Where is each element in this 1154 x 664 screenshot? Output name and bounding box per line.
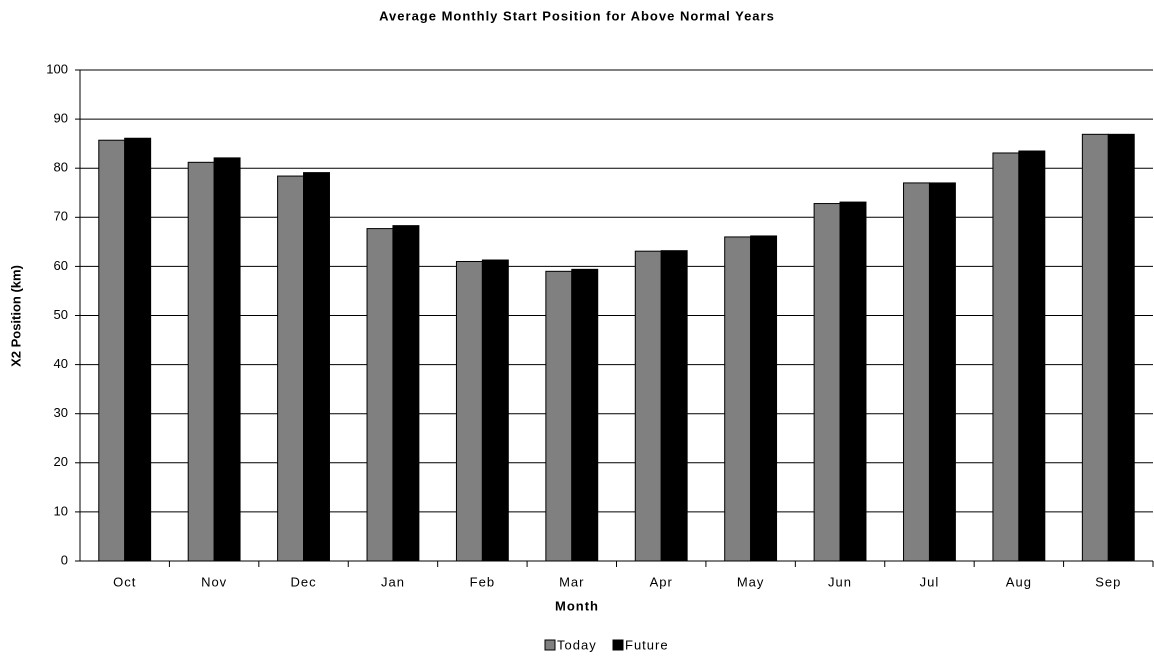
y-tick-label: 90 [54, 111, 68, 126]
x-tick-label: Oct [113, 574, 136, 589]
bar [1107, 133, 1135, 562]
y-tick-label: 60 [54, 258, 68, 273]
x-tick-label: May [737, 574, 765, 589]
x-tick-label: Feb [470, 574, 495, 589]
bar [928, 182, 956, 562]
bar [724, 236, 752, 562]
legend-swatch [612, 639, 624, 651]
x-axis-label: Month [555, 598, 599, 613]
x-tick-label: Nov [201, 574, 227, 589]
bar [481, 259, 509, 562]
bar [903, 182, 930, 562]
x-tick-label: Jul [920, 574, 940, 589]
x-tick-label: Jan [381, 574, 405, 589]
bar [124, 137, 152, 562]
bar [213, 157, 241, 562]
y-tick-label: 0 [61, 552, 68, 567]
y-axis-label: X2 Position (km) [8, 265, 23, 367]
bar [1081, 133, 1109, 562]
bar [634, 250, 662, 562]
legend-label: Today [557, 637, 597, 652]
y-tick-label: 40 [54, 356, 68, 371]
bar [571, 268, 599, 562]
bar [187, 161, 215, 562]
x-tick-label: Jun [828, 574, 852, 589]
bar [455, 260, 483, 562]
bar [839, 201, 867, 562]
bar [750, 235, 778, 562]
x-tick-label: Sep [1095, 574, 1121, 589]
bar [660, 250, 688, 562]
bar [1018, 150, 1046, 562]
x-tick-label: Mar [559, 574, 584, 589]
bar [277, 175, 305, 562]
y-tick-label: 100 [46, 61, 68, 76]
bar [813, 203, 841, 562]
y-tick-label: 70 [54, 209, 68, 224]
bar [98, 139, 126, 562]
y-tick-label: 50 [54, 307, 68, 322]
legend-label: Future [625, 637, 669, 652]
x-tick-label: Dec [290, 574, 316, 589]
y-tick-label: 80 [54, 160, 68, 175]
bar [366, 228, 394, 562]
y-tick-label: 30 [54, 405, 68, 420]
x-tick-label: Apr [650, 574, 673, 589]
bar [545, 270, 573, 562]
bar [303, 172, 330, 562]
y-tick-label: 10 [54, 503, 68, 518]
x-tick-label: Aug [1006, 574, 1032, 589]
bar [992, 152, 1020, 562]
legend-swatch [544, 639, 556, 651]
bar [392, 225, 420, 562]
chart-title: Average Monthly Start Position for Above… [379, 8, 775, 23]
y-tick-label: 20 [54, 454, 68, 469]
